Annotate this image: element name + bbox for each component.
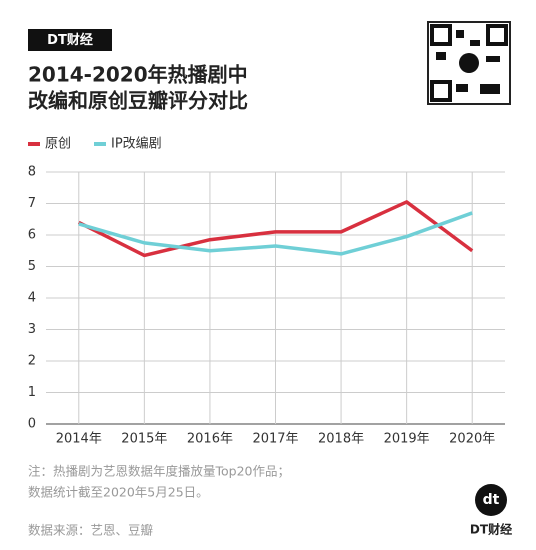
y-tick-label: 8 [28,165,36,180]
x-tick-label: 2020年 [449,432,495,447]
series-line [78,211,473,256]
y-tick-label: 4 [28,291,36,306]
y-tick-label: 1 [28,385,36,400]
legend-label: 原创 [45,137,71,152]
title-line: 改编和原创豆瓣评分对比 [28,89,248,113]
x-tick-label: 2019年 [384,432,430,447]
footer-logo-circle [475,484,507,516]
y-tick-label: 7 [28,196,36,211]
x-tick-label: 2017年 [252,432,298,447]
series-line [77,200,474,258]
x-tick-label: 2016年 [187,432,233,447]
x-tick-label: 2015年 [121,432,167,447]
brand-box [28,29,112,51]
y-tick-label: 2 [28,354,36,369]
brand: DT财经 [47,32,93,48]
qr-code [427,21,511,105]
note: 注：热播剧为艺恩数据年度播放量Top20作品； [28,464,290,479]
y-tick-label: 5 [28,259,36,274]
title-line: 2014-2020年热播剧中 [28,63,248,87]
footer-logo-mark: dt [483,492,500,508]
y-tick-label: 3 [28,322,36,337]
source: 数据来源：艺恩、豆瓣 [28,523,154,538]
x-tick-label: 2018年 [318,432,364,447]
x-tick-label: 2014年 [56,432,102,447]
note: 数据统计截至2020年5月25日。 [28,485,209,500]
y-tick-label: 0 [28,417,36,432]
y-tick-label: 6 [28,228,36,243]
legend-label: IP改编剧 [111,137,162,152]
footer-logo-text: DT财经 [470,522,512,537]
